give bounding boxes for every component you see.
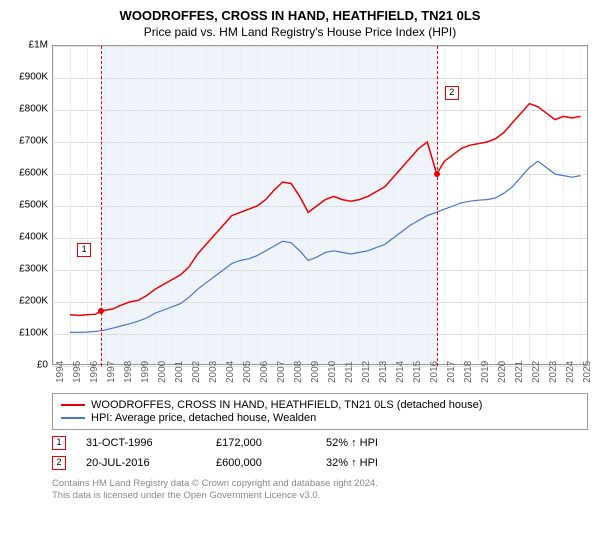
marker-dot-2 xyxy=(434,171,440,177)
legend-row-2: HPI: Average price, detached house, Weal… xyxy=(61,412,579,424)
sale-date-1: 31-OCT-1996 xyxy=(86,437,196,449)
y-tick-label: £700K xyxy=(12,136,48,147)
sale-price-2: £600,000 xyxy=(216,457,306,469)
sale-delta-2: 32% ↑ HPI xyxy=(326,457,378,469)
y-tick-label: £500K xyxy=(12,200,48,211)
legend-swatch-1 xyxy=(61,404,85,406)
y-tick-label: £0 xyxy=(12,360,48,371)
sale-delta-1: 52% ↑ HPI xyxy=(326,437,378,449)
chart-container: WOODROFFES, CROSS IN HAND, HEATHFIELD, T… xyxy=(0,0,600,560)
legend-label-2: HPI: Average price, detached house, Weal… xyxy=(91,412,316,424)
marker-box-2: 2 xyxy=(445,86,459,100)
footer-line-1: Contains HM Land Registry data © Crown c… xyxy=(52,478,588,490)
y-tick-label: £800K xyxy=(12,104,48,115)
footer-attribution: Contains HM Land Registry data © Crown c… xyxy=(52,478,588,503)
y-tick-label: £400K xyxy=(12,232,48,243)
series-hpi xyxy=(70,161,581,332)
sale-row-1: 1 31-OCT-1996 £172,000 52% ↑ HPI xyxy=(52,436,588,450)
marker-box-1: 1 xyxy=(77,243,91,257)
y-tick-label: £300K xyxy=(12,264,48,275)
sale-marker-1: 1 xyxy=(52,436,66,450)
sale-date-2: 20-JUL-2016 xyxy=(86,457,196,469)
sale-marker-2: 2 xyxy=(52,456,66,470)
legend-label-1: WOODROFFES, CROSS IN HAND, HEATHFIELD, T… xyxy=(91,399,482,411)
sale-row-2: 2 20-JUL-2016 £600,000 32% ↑ HPI xyxy=(52,456,588,470)
chart-area: 12 £0£100K£200K£300K£400K£500K£600K£700K… xyxy=(12,45,588,391)
y-tick-label: £900K xyxy=(12,72,48,83)
series-price_paid xyxy=(70,104,581,316)
chart-title: WOODROFFES, CROSS IN HAND, HEATHFIELD, T… xyxy=(12,8,588,23)
legend-swatch-2 xyxy=(61,417,85,419)
marker-line-2 xyxy=(437,46,438,366)
y-tick-label: £100K xyxy=(12,328,48,339)
sales-list: 1 31-OCT-1996 £172,000 52% ↑ HPI 2 20-JUL-201… xyxy=(12,436,588,470)
marker-dot-1 xyxy=(98,308,104,314)
legend-row-1: WOODROFFES, CROSS IN HAND, HEATHFIELD, T… xyxy=(61,399,579,411)
footer-line-2: This data is licensed under the Open Gov… xyxy=(52,490,588,502)
chart-subtitle: Price paid vs. HM Land Registry's House … xyxy=(12,25,588,39)
sale-price-1: £172,000 xyxy=(216,437,306,449)
y-tick-label: £600K xyxy=(12,168,48,179)
marker-line-1 xyxy=(101,46,102,366)
legend: WOODROFFES, CROSS IN HAND, HEATHFIELD, T… xyxy=(52,393,588,430)
plot-region: 12 xyxy=(52,45,588,365)
y-tick-label: £1M xyxy=(12,40,48,51)
y-tick-label: £200K xyxy=(12,296,48,307)
